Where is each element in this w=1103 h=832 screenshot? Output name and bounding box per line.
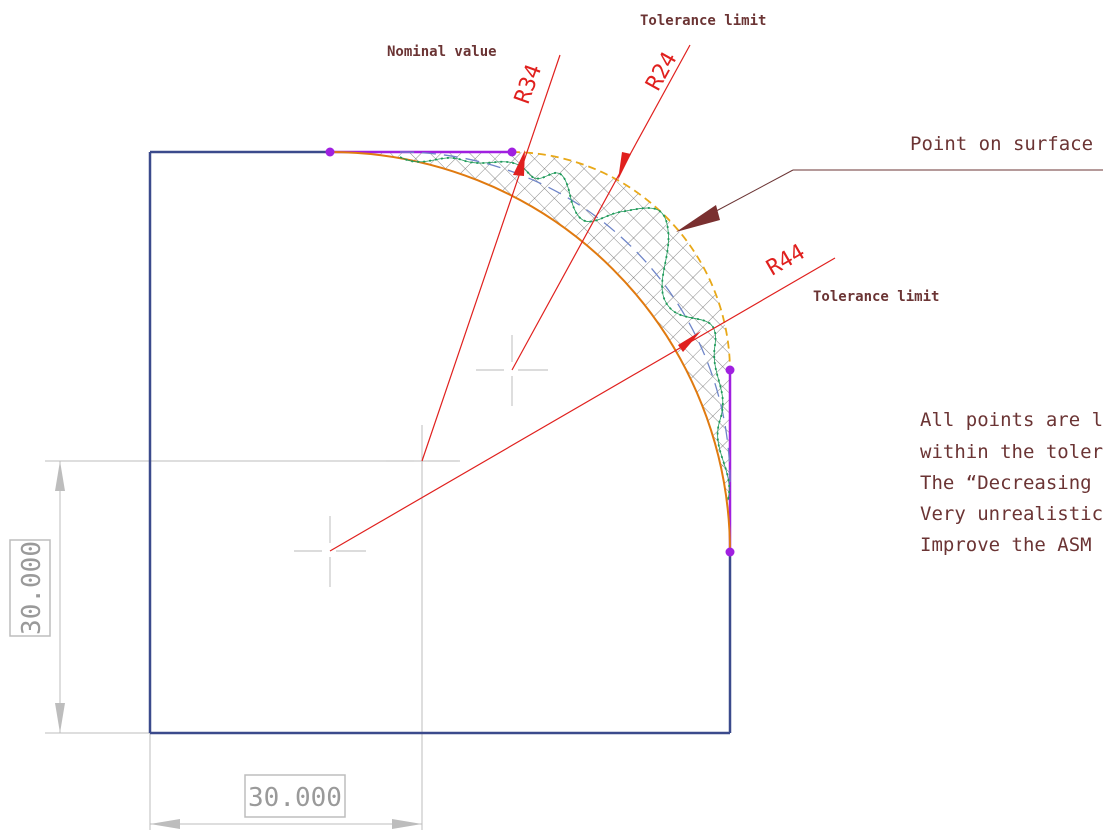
radius-label-r24: R24 — [641, 48, 682, 95]
leader-r34 — [421, 54, 561, 462]
arrow-horizontal-right — [392, 819, 422, 829]
dim-text-horizontal: 30.000 — [248, 783, 342, 813]
dimension-lines — [45, 425, 460, 830]
endpoint-dot — [725, 365, 735, 375]
endpoint-dot — [725, 547, 735, 557]
note-line-5: Improve the ASM — [920, 534, 1092, 556]
dim-text-vertical: 30.000 — [17, 541, 47, 635]
surface-profile-solid — [399, 156, 730, 501]
radius-leaders — [329, 44, 836, 552]
part-outline — [148, 150, 732, 735]
label-tolerance-limit-top: Tolerance limit — [640, 13, 766, 29]
dim-box-vertical — [9, 539, 51, 637]
radius-label-r34: R34 — [510, 61, 547, 107]
leader-r24 — [511, 44, 691, 371]
label-point-on-surface: Point on surface — [910, 133, 1093, 155]
center-mark-r44 — [294, 516, 366, 587]
radius-arrowheads — [513, 150, 701, 352]
note-line-4: Very unrealistic — [920, 503, 1103, 525]
arrowhead-r34 — [513, 150, 525, 176]
dimension-arrows — [55, 461, 422, 829]
endpoint-dot — [507, 147, 517, 157]
center-marks — [294, 335, 548, 587]
radius-label-r44: R44 — [763, 240, 810, 282]
arrow-vertical-bottom — [55, 703, 65, 733]
dim-box-horizontal — [244, 774, 346, 818]
center-mark-r24 — [476, 335, 548, 406]
lower-tolerance-arc — [329, 151, 731, 553]
arrowhead-r24 — [618, 152, 631, 180]
arrow-vertical-top — [55, 461, 65, 491]
label-tolerance-limit-right: Tolerance limit — [813, 289, 939, 305]
arrowhead-r44 — [678, 331, 701, 352]
tolerance-zone-hatch — [330, 152, 730, 552]
note-block: All points are lo within the tolera The … — [920, 409, 1103, 556]
nominal-arc — [399, 151, 731, 483]
note-line-2: within the tolera — [920, 441, 1103, 463]
note-line-1: All points are lo — [920, 409, 1103, 431]
purple-edges — [330, 150, 732, 552]
leader-r44 — [329, 257, 836, 552]
note-line-3: The “Decreasing — [920, 472, 1092, 494]
endpoint-dot — [325, 147, 335, 157]
arrow-horizontal-left — [150, 819, 180, 829]
label-nominal-value: Nominal value — [387, 44, 497, 60]
center-mark-r34 — [386, 426, 458, 497]
endpoint-dots — [325, 147, 735, 557]
callout-arrowhead — [676, 205, 720, 232]
